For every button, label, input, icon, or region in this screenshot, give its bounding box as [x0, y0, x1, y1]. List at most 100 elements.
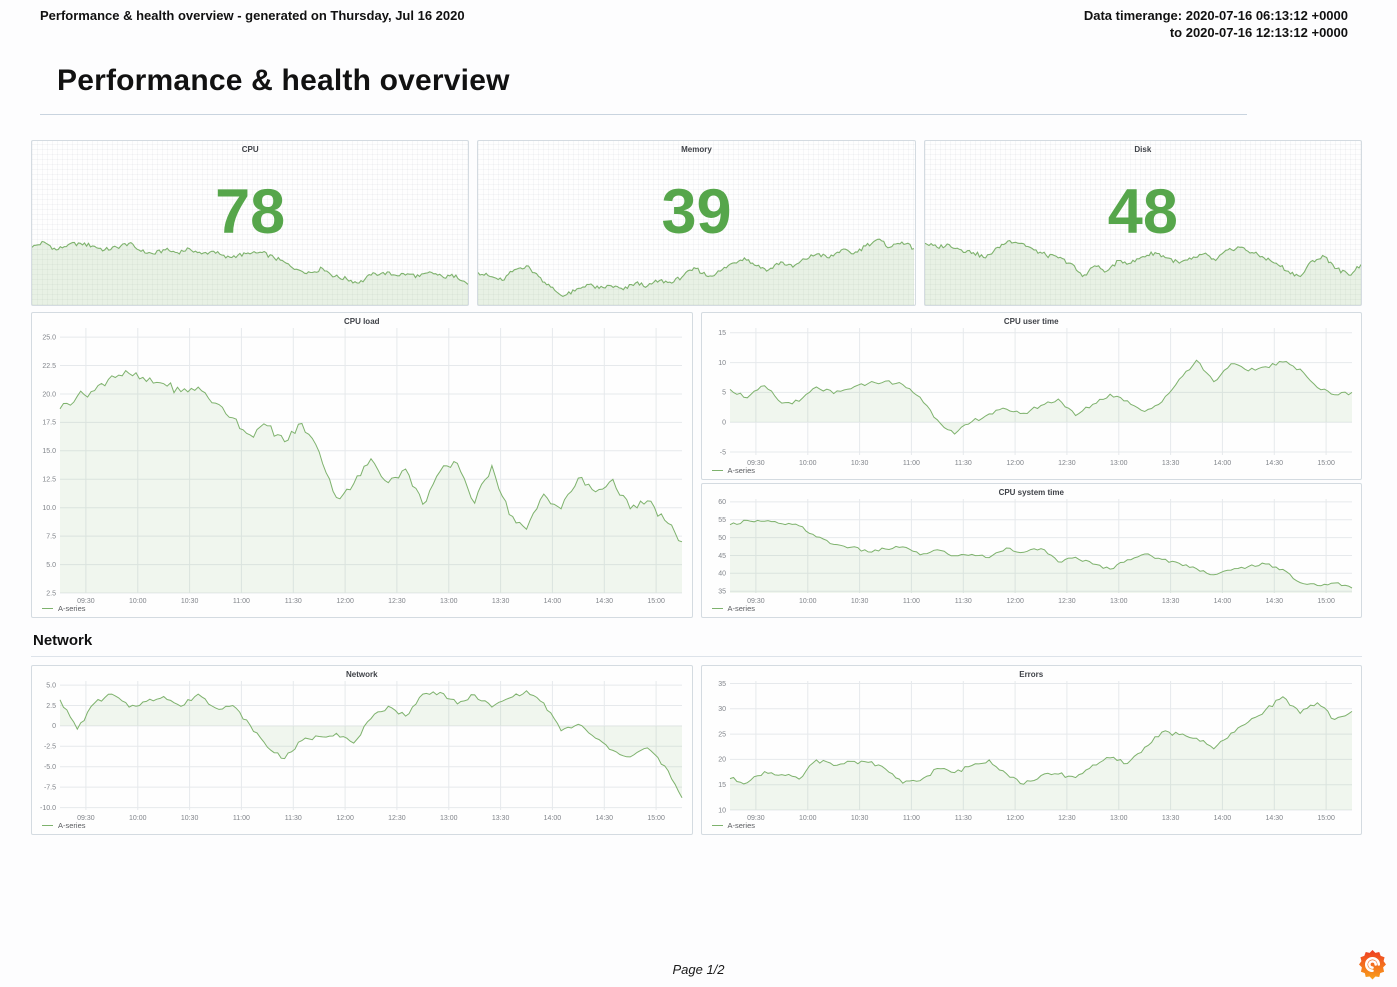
- svg-text:5.0: 5.0: [46, 682, 56, 689]
- disk-sparkline: [924, 231, 1361, 305]
- cpu-user-time-chart: -5 0 5 10 15 09:30 10:00 10:30 11:00 11:30 12:00 12…: [702, 313, 1362, 479]
- svg-text:0: 0: [722, 419, 726, 426]
- panel-cpu-system-time: CPU system time 35 40 45 50 55 60 09:30 10:00 10…: [700, 482, 1362, 618]
- svg-text:13:00: 13:00: [440, 598, 458, 605]
- svg-text:15:00: 15:00: [647, 598, 665, 605]
- svg-text:15: 15: [718, 330, 726, 337]
- svg-text:13:30: 13:30: [1161, 460, 1179, 467]
- panel-title: CPU user time: [1003, 316, 1059, 326]
- svg-text:12:30: 12:30: [1058, 815, 1076, 822]
- svg-text:50: 50: [718, 535, 726, 542]
- svg-text:15:00: 15:00: [1317, 815, 1335, 822]
- stat-value-memory: 39: [661, 176, 732, 247]
- svg-text:15:00: 15:00: [1317, 460, 1335, 467]
- svg-text:09:30: 09:30: [747, 460, 765, 467]
- legend-series-label: A-series: [727, 603, 756, 613]
- svg-text:20.0: 20.0: [42, 391, 56, 398]
- svg-text:22.5: 22.5: [42, 363, 56, 370]
- cpu-sparkline: [32, 231, 468, 305]
- panel-cpu-user-time: CPU user time -5 0 5 10 15 09:30 10:00 10:30 11:…: [700, 311, 1362, 480]
- report-generated-label: Performance & health overview - generate…: [40, 8, 465, 23]
- svg-text:14:00: 14:00: [544, 598, 562, 605]
- panel-errors: Errors 10 15 20 25 30 35 09:30 10:00 10:30 11:00 1…: [700, 664, 1362, 835]
- svg-text:11:30: 11:30: [285, 598, 302, 605]
- svg-text:-2.5: -2.5: [44, 743, 56, 750]
- title-divider: [40, 113, 1247, 115]
- svg-text:20: 20: [718, 756, 726, 763]
- legend-series-swatch: [42, 824, 53, 826]
- panel-network: Network -10.0 -7.5 -5.0 -2.5 0 2.5 5.0 09:30 10:…: [31, 664, 693, 835]
- svg-text:12:30: 12:30: [1058, 460, 1076, 467]
- timerange-from: Data timerange: 2020-07-16 06:13:12 +000…: [1083, 8, 1348, 23]
- svg-text:11:00: 11:00: [902, 815, 919, 822]
- section-title-network: Network: [33, 631, 93, 649]
- cpu-load-chart: 2.5 5.0 7.5 10.0 12.5 15.0 17.5 20.0 22.5 25.0 09:…: [32, 313, 692, 617]
- svg-text:60: 60: [718, 499, 726, 506]
- panel-title: Disk: [1134, 144, 1152, 154]
- page-title: Performance & health overview: [57, 63, 510, 97]
- svg-text:12:30: 12:30: [388, 815, 406, 822]
- svg-text:10:30: 10:30: [850, 815, 868, 822]
- legend-series-label: A-series: [727, 820, 756, 830]
- svg-text:11:30: 11:30: [954, 598, 971, 605]
- svg-text:13:00: 13:00: [1110, 460, 1128, 467]
- svg-text:13:30: 13:30: [1161, 815, 1179, 822]
- legend-series-swatch: [711, 824, 723, 826]
- svg-text:-7.5: -7.5: [44, 784, 56, 791]
- legend-series-label: A-series: [58, 603, 86, 613]
- svg-text:0: 0: [52, 723, 56, 730]
- cpu-system-time-chart: 35 40 45 50 55 60 09:30 10:00 10:30 11:00 11:30 12:…: [702, 484, 1362, 617]
- svg-text:25.0: 25.0: [42, 334, 56, 341]
- svg-text:13:30: 13:30: [1161, 598, 1179, 605]
- svg-text:11:30: 11:30: [954, 815, 971, 822]
- svg-text:35: 35: [718, 588, 726, 595]
- svg-text:11:00: 11:00: [902, 460, 919, 467]
- svg-text:11:00: 11:00: [233, 815, 250, 822]
- svg-text:5.0: 5.0: [46, 562, 56, 569]
- stat-panels-row: CPU 78 Memory 39 Disk 48: [31, 139, 1362, 306]
- svg-text:14:30: 14:30: [1265, 460, 1283, 467]
- svg-text:35: 35: [718, 681, 726, 688]
- svg-text:45: 45: [718, 553, 726, 560]
- legend-series-swatch: [42, 607, 53, 609]
- legend-series-label: A-series: [727, 465, 756, 475]
- svg-text:10:30: 10:30: [850, 460, 868, 467]
- svg-text:12:00: 12:00: [1006, 815, 1024, 822]
- svg-text:13:30: 13:30: [492, 815, 510, 822]
- report-meta-row: Performance & health overview - generate…: [0, 0, 1397, 42]
- svg-text:10:00: 10:00: [129, 598, 147, 605]
- network-panels-row: Network -10.0 -7.5 -5.0 -2.5 0 2.5 5.0 09:30 10:…: [31, 664, 1362, 835]
- panel-title: Network: [345, 669, 378, 679]
- svg-text:15:00: 15:00: [647, 815, 665, 822]
- legend-series-swatch: [711, 469, 723, 471]
- svg-text:13:00: 13:00: [440, 815, 458, 822]
- svg-text:15.0: 15.0: [42, 448, 56, 455]
- chart-legend: A-series: [42, 604, 86, 613]
- chart-legend: A-series: [711, 465, 756, 475]
- svg-text:09:30: 09:30: [77, 598, 95, 605]
- network-chart: -10.0 -7.5 -5.0 -2.5 0 2.5 5.0 09:30 10:00 10:30 1…: [32, 666, 692, 834]
- svg-text:11:00: 11:00: [902, 598, 919, 605]
- svg-text:10: 10: [718, 360, 726, 367]
- chart-legend: A-series: [711, 820, 756, 830]
- svg-text:7.5: 7.5: [46, 533, 56, 540]
- svg-text:10:00: 10:00: [799, 460, 817, 467]
- svg-text:5: 5: [722, 389, 726, 396]
- svg-text:40: 40: [718, 570, 726, 577]
- svg-text:10:00: 10:00: [799, 598, 817, 605]
- svg-text:13:00: 13:00: [1110, 598, 1128, 605]
- panel-cpu-load: CPU load 2.5 5.0 7.5 10.0 12.5 15.0 17.5 20.0 22…: [31, 311, 693, 618]
- svg-text:11:30: 11:30: [285, 815, 302, 822]
- svg-text:14:00: 14:00: [544, 815, 562, 822]
- legend-series-swatch: [711, 607, 723, 609]
- svg-text:15: 15: [718, 782, 726, 789]
- svg-text:13:30: 13:30: [492, 598, 510, 605]
- cpu-time-stack: CPU user time -5 0 5 10 15 09:30 10:00 10:30 11:…: [700, 311, 1362, 618]
- svg-text:10:00: 10:00: [129, 815, 147, 822]
- svg-text:12.5: 12.5: [42, 476, 56, 483]
- errors-chart: 10 15 20 25 30 35 09:30 10:00 10:30 11:00 11:30 12:…: [702, 666, 1362, 834]
- svg-text:17.5: 17.5: [42, 419, 56, 426]
- svg-text:12:00: 12:00: [1006, 598, 1024, 605]
- grafana-logo-icon: [1359, 949, 1386, 980]
